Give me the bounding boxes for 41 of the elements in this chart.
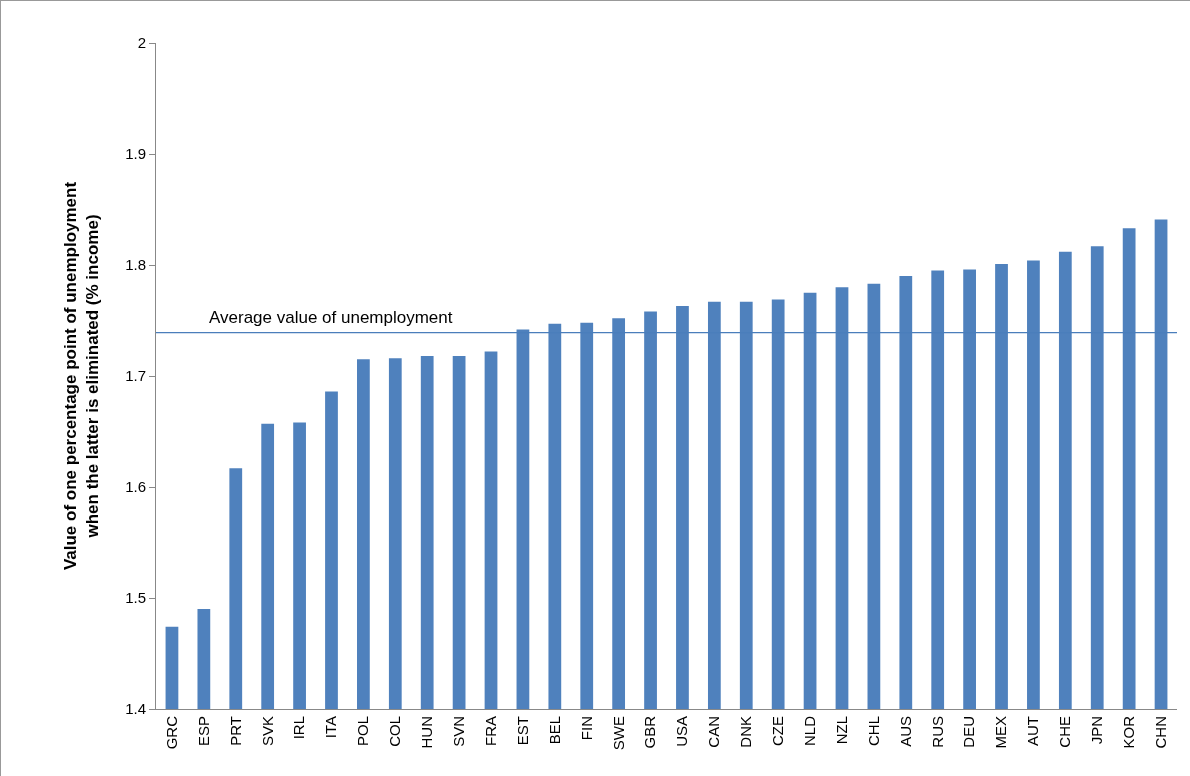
x-tick-label: ESP xyxy=(194,716,212,747)
x-tick-label: MEX xyxy=(992,716,1010,749)
y-tick-label: 1.9 xyxy=(125,145,146,163)
y-tick-label: 1.5 xyxy=(125,589,146,607)
x-tick-label: SVK xyxy=(258,716,276,747)
x-tick-label: FIN xyxy=(577,716,595,741)
x-tick-label: AUT xyxy=(1024,716,1042,746)
y-axis-title: Value of one percentage point of unemployment when the latter is eliminated (% income) xyxy=(60,181,102,571)
x-tick-label: NZL xyxy=(832,716,850,745)
x-tick-label: POL xyxy=(354,716,372,747)
x-tick-label: NLD xyxy=(800,715,818,747)
x-tick-label: BEL xyxy=(545,716,563,745)
x-tick-label: AUS xyxy=(896,716,914,747)
x-tick-label: CHE xyxy=(1056,716,1074,748)
x-tick-label: FRA xyxy=(481,716,499,746)
x-tick-label: CZE xyxy=(769,716,787,746)
x-tick-label: PRT xyxy=(226,716,244,746)
x-tick-label: COL xyxy=(386,716,404,747)
y-tick-label: 1.4 xyxy=(125,700,146,718)
x-tick-label: GBR xyxy=(641,715,659,749)
y-tick-label: 2 xyxy=(137,34,146,52)
y-tick-label: 1.7 xyxy=(125,367,146,385)
ref-line-label: Average value of unemployment xyxy=(209,308,453,327)
x-tick-label: DEU xyxy=(960,716,978,748)
x-tick-label: SWE xyxy=(609,716,627,751)
x-tick-label: CAN xyxy=(705,716,723,748)
x-tick-label: GRC xyxy=(162,715,180,750)
x-tick-label: IRL xyxy=(290,716,308,740)
x-tick-label: ITA xyxy=(322,716,340,739)
x-tick-label: EST xyxy=(513,716,531,746)
y-tick-label: 1.6 xyxy=(125,478,146,496)
x-tick-label: CHN xyxy=(1151,716,1169,749)
y-tick-label: 1.8 xyxy=(125,256,146,274)
x-tick-label: CHL xyxy=(864,716,882,747)
x-tick-label: DNK xyxy=(737,716,755,748)
x-tick-label: USA xyxy=(673,716,691,747)
x-tick-label: RUS xyxy=(928,716,946,748)
x-tick-label: HUN xyxy=(418,716,436,749)
x-tick-label: KOR xyxy=(1120,715,1138,749)
x-tick-label: SVN xyxy=(449,716,467,747)
x-tick-label: JPN xyxy=(1088,716,1106,745)
